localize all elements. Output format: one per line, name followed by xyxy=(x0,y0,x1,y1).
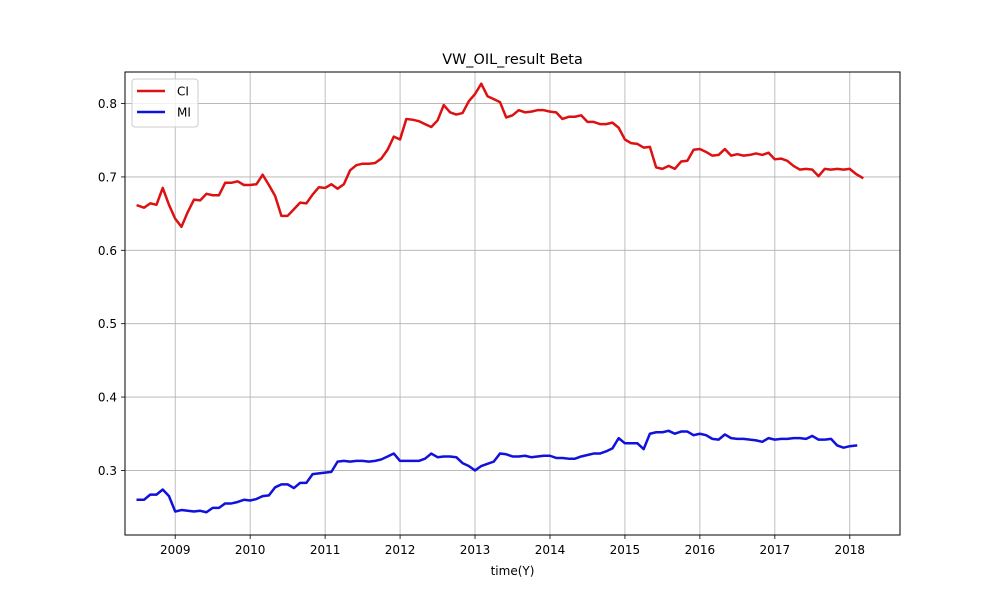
series-line-ci xyxy=(136,82,864,229)
x-tick-label: 2014 xyxy=(535,543,566,557)
x-tick-label: 2015 xyxy=(610,543,641,557)
y-axis: 0.3 0.4 0.5 0.6 0.7 0.8 xyxy=(98,97,125,478)
y-tick-label: 0.7 xyxy=(98,170,117,184)
x-tick-label: 2010 xyxy=(235,543,266,557)
series-layer xyxy=(136,82,864,514)
series-line-mi xyxy=(136,429,858,514)
y-tick-label: 0.6 xyxy=(98,244,117,258)
x-tick-label: 2013 xyxy=(460,543,491,557)
x-tick-label: 2017 xyxy=(760,543,791,557)
x-axis: 2009 2010 2011 2012 2013 2014 2015 2016 2017 2018 xyxy=(160,535,865,557)
x-tick-label: 2018 xyxy=(835,543,866,557)
x-tick-label: 2011 xyxy=(310,543,341,557)
x-tick-label: 2016 xyxy=(685,543,716,557)
x-tick-label: 2009 xyxy=(160,543,191,557)
legend-label-ci: CI xyxy=(177,85,189,99)
y-tick-label: 0.3 xyxy=(98,464,117,478)
legend: CI MI xyxy=(131,78,199,128)
legend-label-mi: MI xyxy=(177,106,191,120)
y-tick-label: 0.8 xyxy=(98,97,117,111)
chart-title: VW_OIL_result Beta xyxy=(442,52,583,68)
y-tick-label: 0.5 xyxy=(98,317,117,331)
x-axis-label: time(Y) xyxy=(491,564,535,578)
plot-area-frame xyxy=(124,71,901,536)
y-tick-label: 0.4 xyxy=(98,391,117,405)
x-tick-label: 2012 xyxy=(385,543,416,557)
